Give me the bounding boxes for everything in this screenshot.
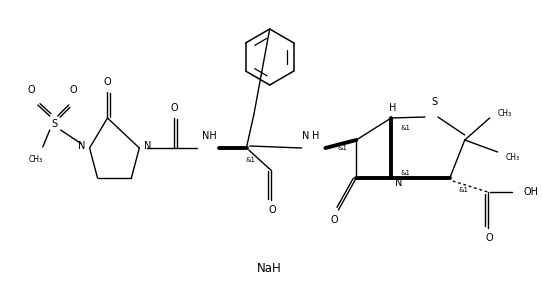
Text: &1: &1 [246, 157, 256, 163]
Text: N: N [395, 178, 403, 188]
Text: &1: &1 [400, 125, 410, 131]
Text: O: O [27, 85, 35, 95]
Text: OH: OH [524, 187, 538, 197]
Text: O: O [486, 233, 493, 243]
Text: S: S [51, 119, 58, 129]
Text: O: O [70, 85, 78, 95]
Text: N: N [302, 131, 309, 141]
Text: NH: NH [202, 131, 216, 141]
Text: &1: &1 [400, 170, 410, 176]
Text: O: O [170, 103, 178, 113]
Text: H: H [312, 131, 319, 141]
Text: N: N [144, 141, 151, 151]
Text: S: S [432, 97, 438, 107]
Text: O: O [331, 215, 338, 225]
Text: CH₃: CH₃ [29, 156, 43, 164]
Text: &1: &1 [459, 187, 469, 193]
Text: N: N [78, 141, 85, 151]
Text: CH₃: CH₃ [506, 153, 520, 162]
Text: &1: &1 [337, 145, 347, 151]
Text: H: H [389, 103, 397, 113]
Text: CH₃: CH₃ [498, 109, 512, 118]
Text: NaH: NaH [257, 262, 282, 274]
Text: O: O [104, 77, 111, 87]
Text: O: O [269, 205, 276, 215]
